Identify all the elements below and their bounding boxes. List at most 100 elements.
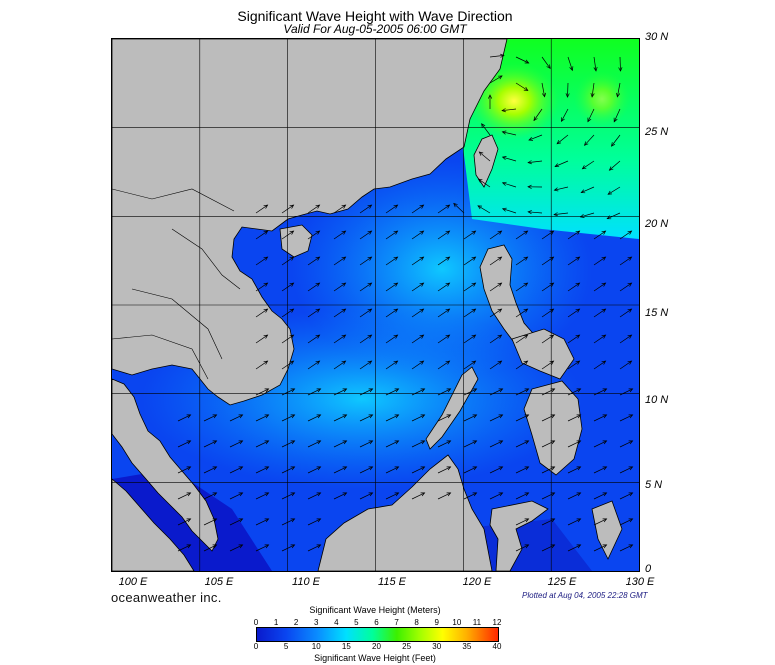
wave-direction-arrowhead xyxy=(186,518,192,523)
wave-direction-arrowhead xyxy=(549,256,555,261)
wave-direction-arrow xyxy=(281,204,294,214)
legend-feet-tick: 35 xyxy=(462,642,472,651)
wave-direction-arrowhead xyxy=(477,205,483,210)
wave-direction-arrowhead xyxy=(524,440,530,445)
wave-direction-arrowhead xyxy=(524,59,530,64)
chart-title: Significant Wave Height with Wave Direct… xyxy=(237,8,513,24)
legend-meters-tick: 11 xyxy=(472,618,482,627)
wave-direction-arrowhead xyxy=(498,492,504,497)
wave-direction-arrowhead xyxy=(497,256,503,261)
wave-direction-arrowhead xyxy=(501,181,507,186)
wave-direction-arrow xyxy=(541,56,551,69)
wave-direction-arrowhead xyxy=(264,492,270,497)
wave-direction-arrow xyxy=(619,360,632,370)
legend-colorbar xyxy=(256,627,499,642)
wave-map-canvas xyxy=(112,39,639,571)
wave-direction-arrow xyxy=(255,388,269,396)
wave-direction-arrow xyxy=(489,440,503,448)
wave-direction-arrowhead xyxy=(315,360,321,365)
wave-direction-arrowhead xyxy=(290,544,296,549)
wave-direction-arrowhead xyxy=(472,440,478,445)
land-borneo xyxy=(317,454,493,571)
wave-direction-arrow xyxy=(593,56,597,71)
wave-direction-arrow xyxy=(587,108,595,122)
wave-direction-arrowhead xyxy=(550,388,556,393)
wave-direction-arrowhead xyxy=(523,230,529,235)
wave-direction-arrowhead xyxy=(264,388,270,393)
wave-direction-arrow xyxy=(515,256,528,266)
wave-direction-arrows xyxy=(177,53,634,552)
wave-direction-arrow xyxy=(411,256,424,266)
wave-direction-arrow xyxy=(333,440,347,448)
wave-direction-arrow xyxy=(229,466,243,474)
wave-direction-arrowhead xyxy=(472,388,478,393)
wave-direction-arrowhead xyxy=(420,466,426,471)
wave-direction-arrowhead xyxy=(264,544,270,549)
wave-direction-arrow xyxy=(619,308,632,318)
legend-meters-tick: 0 xyxy=(253,618,259,627)
wave-direction-arrow xyxy=(229,518,243,526)
wave-direction-arrowhead xyxy=(550,440,556,445)
wave-direction-arrowhead xyxy=(263,256,269,261)
wave-direction-arrowhead xyxy=(263,282,269,287)
wave-direction-arrowhead xyxy=(498,75,503,80)
wave-direction-arrowhead xyxy=(628,492,634,497)
wave-direction-arrowhead xyxy=(628,518,634,523)
wave-direction-arrow xyxy=(437,414,451,422)
wave-direction-arrowhead xyxy=(419,360,425,365)
wave-direction-arrowhead xyxy=(289,204,295,209)
land-taiwan xyxy=(473,134,499,188)
wave-direction-arrowhead xyxy=(608,166,614,171)
wave-direction-arrowhead xyxy=(393,230,399,235)
wave-direction-arrow xyxy=(453,203,465,214)
wave-direction-arrow xyxy=(281,256,294,266)
wave-direction-arrowhead xyxy=(315,282,321,287)
wave-direction-arrow xyxy=(593,518,607,526)
wave-direction-arrow xyxy=(463,440,477,448)
wave-direction-arrowhead xyxy=(565,93,570,98)
wave-direction-arrowhead xyxy=(445,360,451,365)
wave-direction-arrowhead xyxy=(576,414,582,419)
wave-direction-arrowhead xyxy=(575,308,581,313)
wave-direction-arrowhead xyxy=(367,308,373,313)
land-east-islands xyxy=(591,500,623,560)
wave-direction-arrowhead xyxy=(471,282,477,287)
wave-direction-arrowhead xyxy=(453,202,458,208)
wave-direction-arrowhead xyxy=(575,334,581,339)
wave-direction-arrow xyxy=(385,360,398,370)
wave-direction-arrow xyxy=(567,256,580,266)
wave-direction-arrow xyxy=(515,440,529,448)
wave-direction-arrow xyxy=(541,492,555,500)
wave-direction-arrow xyxy=(385,230,398,240)
wave-direction-arrowhead xyxy=(419,334,425,339)
wave-direction-arrow xyxy=(385,466,399,474)
wave-direction-arrow xyxy=(502,182,517,188)
wave-direction-arrow xyxy=(359,230,372,240)
wave-direction-arrowhead xyxy=(546,64,551,70)
wave-direction-arrowhead xyxy=(627,334,633,339)
wave-direction-arrowhead xyxy=(501,108,507,113)
wave-direction-arrowhead xyxy=(601,360,607,365)
wave-direction-arrow xyxy=(515,492,529,500)
wave-direction-arrow xyxy=(359,492,373,500)
wave-direction-arrowhead xyxy=(587,117,592,123)
wave-direction-arrow xyxy=(411,492,425,500)
wave-direction-arrow xyxy=(281,466,295,474)
wave-direction-arrow xyxy=(489,230,502,240)
wave-direction-arrow xyxy=(281,334,294,344)
wave-direction-arrow xyxy=(255,256,268,266)
wave-direction-arrowhead xyxy=(576,544,582,549)
wave-direction-arrow xyxy=(411,282,424,292)
wave-direction-arrowhead xyxy=(290,492,296,497)
wave-direction-arrowhead xyxy=(315,230,321,235)
wave-direction-arrowhead xyxy=(550,518,556,523)
wave-direction-arrow xyxy=(437,282,450,292)
wave-direction-arrowhead xyxy=(533,116,538,122)
wave-direction-arrowhead xyxy=(627,308,633,313)
wave-direction-arrow xyxy=(541,414,555,422)
wave-direction-arrowhead xyxy=(527,160,533,165)
wave-direction-arrowhead xyxy=(316,388,322,393)
wave-direction-arrow xyxy=(307,414,321,422)
wave-direction-arrow xyxy=(541,544,555,552)
wave-direction-arrowhead xyxy=(549,334,555,339)
